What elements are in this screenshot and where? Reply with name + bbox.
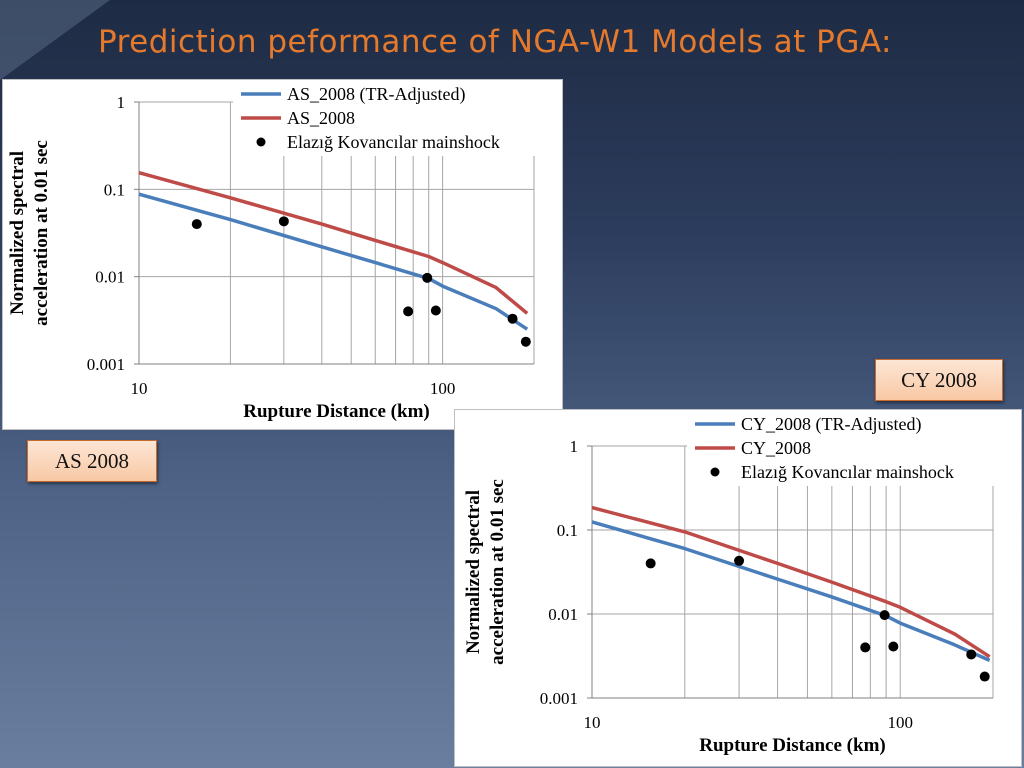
legend-entry: CY_2008 (TR-Adjusted): [741, 414, 921, 435]
legend-box: [233, 84, 551, 156]
legend-entry: CY_2008: [741, 438, 811, 458]
data-point: [507, 313, 518, 324]
data-point: [520, 336, 531, 347]
legend-entry: Elazığ Kovancılar mainshock: [287, 132, 500, 152]
legend-swatch: [256, 137, 266, 147]
y-tick-label: 0.1: [557, 521, 578, 540]
model-tag-cy2008: CY 2008: [875, 359, 1003, 401]
y-tick-label: 0.01: [548, 605, 578, 624]
x-tick-label: 10: [584, 713, 601, 732]
data-point: [966, 649, 977, 660]
legend-entry: Elazığ Kovancılar mainshock: [741, 462, 954, 482]
legend-entry: AS_2008 (TR-Adjusted): [287, 84, 466, 105]
x-tick-label: 10: [131, 379, 148, 398]
slide-title: Prediction peformance of NGA-W1 Models a…: [97, 24, 893, 60]
legend-swatch: [710, 467, 720, 477]
corner-accent: [0, 0, 110, 80]
series-line: [591, 520, 991, 662]
y-axis-title: Normalized spectral: [7, 151, 28, 315]
x-tick-label: 100: [430, 379, 456, 398]
y-tick-label: 0.01: [95, 268, 125, 287]
data-point: [879, 610, 890, 621]
data-point: [860, 642, 871, 653]
chart-panel-cy2008: 0.001 0.01 0.1 1 10 100 Rupture Distance (km) N…: [454, 409, 1022, 767]
data-point: [645, 558, 656, 569]
data-point: [278, 216, 289, 227]
y-tick-label: 0.001: [540, 689, 578, 708]
y-tick-label: 0.1: [104, 180, 125, 199]
model-tag-as2008: AS 2008: [27, 440, 157, 482]
data-point: [403, 306, 414, 317]
y-tick-label: 1: [570, 437, 579, 456]
legend-box: [687, 414, 1009, 486]
series-line: [138, 171, 529, 315]
data-point: [430, 305, 441, 316]
x-axis-title: Rupture Distance (km): [699, 735, 885, 756]
y-tick-label: 0.001: [87, 355, 125, 374]
data-point: [888, 641, 899, 652]
y-tick-label: 1: [117, 93, 126, 112]
legend-entry: AS_2008: [287, 108, 355, 128]
x-axis-title: Rupture Distance (km): [243, 401, 429, 422]
y-axis-title: acceleration at 0.01 sec: [487, 479, 508, 665]
data-point: [734, 555, 745, 566]
data-point: [979, 671, 990, 682]
y-axis-title: Normalized spectral: [463, 490, 484, 654]
y-axis-title: acceleration at 0.01 sec: [31, 140, 52, 326]
series-line: [138, 192, 529, 331]
data-point: [422, 272, 433, 283]
x-tick-label: 100: [887, 713, 913, 732]
data-point: [191, 219, 202, 230]
series-line: [591, 505, 991, 659]
chart-panel-as2008: 0.001 0.01 0.1 1 10 100 Rupture Distance (km) N…: [2, 79, 563, 430]
